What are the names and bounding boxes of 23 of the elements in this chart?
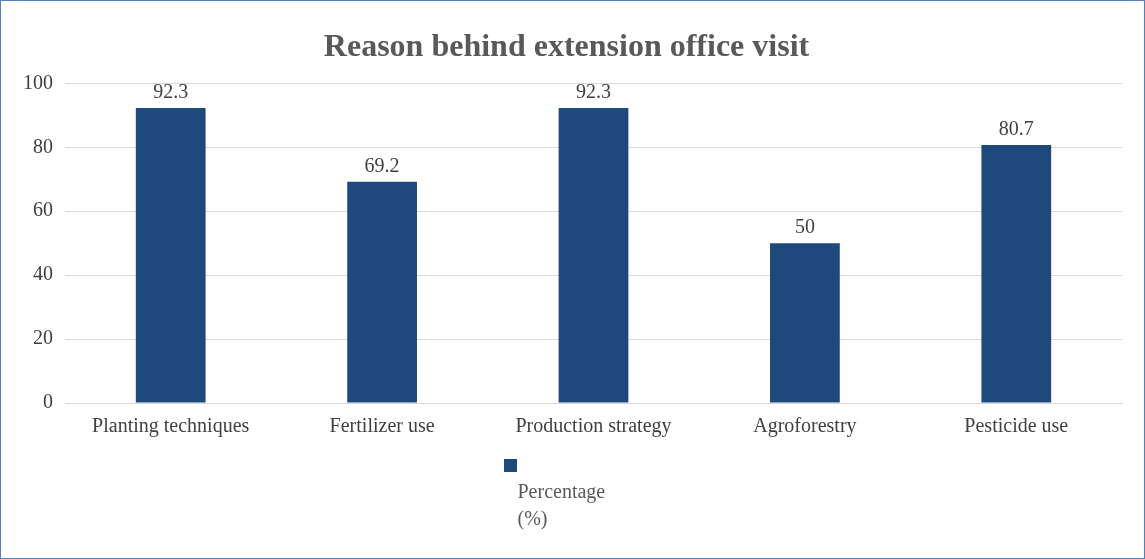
- bar: [135, 108, 206, 403]
- data-label: 80.7: [998, 117, 1034, 140]
- bar: [558, 108, 629, 403]
- y-tick-label: 100: [23, 70, 53, 93]
- y-tick-label: 80: [33, 134, 53, 157]
- y-tick-label: 40: [33, 262, 53, 285]
- bar: [347, 181, 417, 403]
- data-label: 50: [794, 215, 815, 238]
- data-label: 69.2: [364, 154, 400, 177]
- x-tick-label: Pesticide use: [964, 414, 1069, 437]
- chart-title: Reason behind extension office visit: [323, 27, 810, 64]
- data-label: 92.3: [153, 80, 189, 103]
- y-tick-label: 60: [33, 198, 53, 221]
- x-tick-label: Planting techniques: [92, 414, 250, 438]
- bar: [770, 243, 840, 403]
- y-tick-label: 0: [43, 390, 53, 413]
- x-tick-label: Production strategy: [515, 414, 672, 438]
- legend-label: Percentage (%): [517, 479, 607, 532]
- y-tick-label: 20: [33, 326, 53, 349]
- x-tick-label: Fertilizer use: [329, 414, 435, 437]
- bar: [981, 145, 1052, 403]
- x-tick-label: Agroforestry: [753, 414, 857, 438]
- data-label: 92.3: [576, 80, 611, 103]
